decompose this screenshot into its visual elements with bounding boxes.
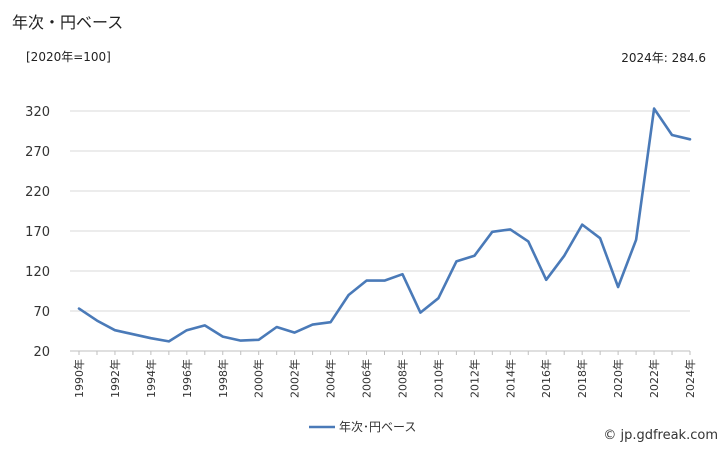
y-tick-label-170: 170 [25,225,50,240]
x-tick-label-1992年: 1992年 [108,359,122,398]
legend: 年次･円ベース [309,420,416,434]
latest-value-label: 2024年: 284.6 [621,51,706,65]
x-tick-label-1996年: 1996年 [180,359,194,398]
x-tick-label-2018年: 2018年 [575,359,589,398]
x-tick-label-2022年: 2022年 [647,359,661,398]
source-credit[interactable]: © jp.gdfreak.com [603,428,718,443]
unit-note: [2020年=100] [26,50,111,64]
x-tick-label-2016年: 2016年 [539,359,553,398]
x-tick-label-2004年: 2004年 [324,359,338,398]
y-tick-label-120: 120 [25,265,50,280]
x-tick-label-1990年: 1990年 [72,359,86,398]
y-tick-label-70: 70 [33,305,50,320]
y-axis: 20 70 120 170 220 270 320 [25,105,50,360]
y-tick-label-270: 270 [25,145,50,160]
y-tick-label-20: 20 [33,345,50,360]
x-tick-label-2014年: 2014年 [503,359,517,398]
x-tick-label-2002年: 2002年 [288,359,302,398]
y-tick-label-220: 220 [25,185,50,200]
x-tick-label-2012年: 2012年 [467,359,481,398]
chart-title: 年次・円ベース [12,13,124,32]
x-tick-label-2010年: 2010年 [431,359,445,398]
x-tick-label-2020年: 2020年 [611,359,625,398]
x-tick-label-2006年: 2006年 [360,359,374,398]
x-tick-label-2000年: 2000年 [252,359,266,398]
x-tick-label-2008年: 2008年 [395,359,409,398]
legend-label: 年次･円ベース [339,420,416,434]
grid-lines [70,110,690,352]
plot-area [77,107,692,343]
y-tick-label-320: 320 [25,105,50,120]
x-tick-label-1994年: 1994年 [144,359,158,398]
x-tick-label-1998年: 1998年 [216,359,230,398]
series-line-0 [77,107,692,343]
x-axis: 1990年 1992年 1994年 1996年 1998年 2000年 2002年 2004年… [70,350,697,398]
x-tick-label-2024年: 2024年 [683,359,697,398]
